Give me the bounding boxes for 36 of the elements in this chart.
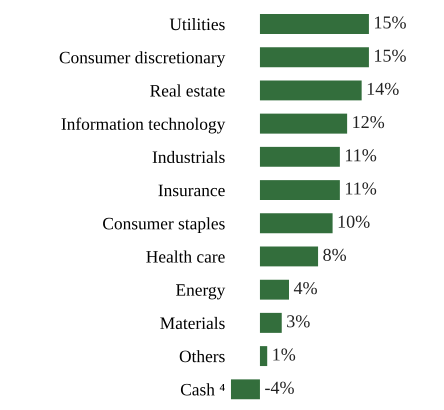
bar (260, 346, 268, 366)
y-tick-label: Consumer staples (103, 217, 225, 233)
y-tick-label: Insurance (158, 184, 225, 196)
bar (260, 47, 369, 68)
y-tick-label: Health care (146, 250, 225, 263)
data-label: 8% (323, 248, 346, 262)
data-label: 15% (375, 16, 406, 29)
data-label: 11% (346, 149, 376, 162)
y-tick-label: Cash ⁴ (180, 383, 225, 396)
bar (260, 280, 290, 300)
bar (260, 80, 362, 100)
bar (260, 146, 340, 167)
bar (260, 246, 318, 266)
data-label: 1% (273, 348, 296, 361)
data-label: -4% (265, 382, 294, 394)
y-tick-label: Others (180, 350, 225, 362)
bar (260, 180, 340, 200)
y-tick-label: Materials (160, 316, 225, 330)
bar (230, 379, 260, 400)
y-tick-label: Consumer discretionary (60, 51, 226, 67)
bar (260, 213, 333, 234)
data-label: 3% (287, 315, 310, 328)
y-tick-label: Real estate (150, 84, 225, 97)
data-label: 4% (294, 282, 317, 294)
data-label: 11% (346, 182, 376, 195)
bar (260, 312, 282, 333)
y-tick-label: Energy (176, 284, 226, 300)
bar (260, 14, 369, 34)
y-tick-label: Industrials (152, 150, 225, 164)
data-label: 10% (338, 216, 370, 228)
data-label: 14% (368, 82, 399, 96)
data-label: 12% (353, 116, 384, 128)
y-tick-label: Utilities (170, 18, 225, 30)
bar (260, 114, 348, 134)
data-label: 15% (375, 50, 406, 62)
y-tick-label: Information technology (62, 118, 226, 134)
